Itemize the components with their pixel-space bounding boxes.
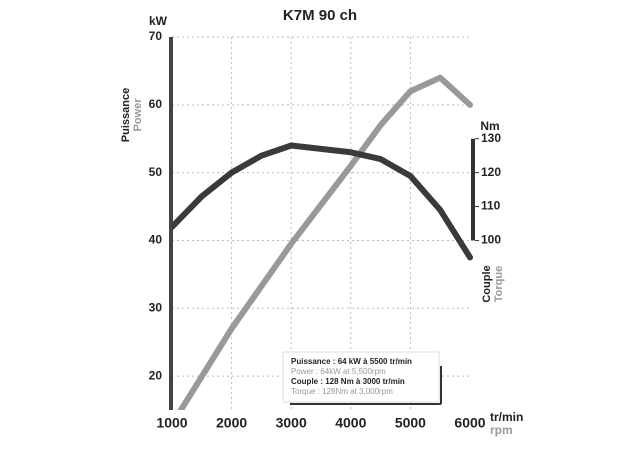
y-unit: kW	[149, 14, 168, 28]
x-tick-label: 5000	[395, 415, 426, 431]
annotation: Torque : 128Nm at 3,000rpm	[291, 387, 393, 396]
x-unit-en: rpm	[490, 423, 513, 437]
series-line	[177, 74, 473, 410]
x-unit: tr/min	[490, 410, 523, 424]
x-tick-label: 6000	[454, 415, 485, 431]
annotation-box	[282, 351, 440, 403]
y-label: Puissance	[120, 88, 132, 142]
y2-tick-label: 130	[481, 131, 501, 145]
y-tick-label: 40	[149, 233, 163, 247]
series-line	[172, 142, 473, 261]
y2-unit: Nm	[480, 119, 499, 133]
x-tick-label: 1000	[156, 415, 187, 431]
annotation: Power : 64kW at 5,500rpm	[291, 367, 386, 376]
y2-tick-label: 100	[481, 233, 501, 247]
y2-tick-label: 120	[481, 165, 501, 179]
y-tick-label: 60	[149, 97, 163, 111]
y-tick-label: 20	[149, 368, 163, 382]
chart-title: K7M 90 ch	[283, 7, 357, 24]
y-tick-label: 30	[149, 300, 163, 314]
annotation: Puissance : 64 kW à 5500 tr/min	[291, 357, 412, 366]
y2-label-en: Torque	[493, 266, 505, 302]
y-axis-bar	[169, 37, 173, 410]
y2-label: Couple	[481, 265, 493, 302]
y-label-en: Power	[132, 98, 144, 132]
y-tick-label: 50	[149, 165, 163, 179]
x-tick-label: 3000	[276, 415, 307, 431]
y2-axis-bar	[471, 138, 475, 241]
x-tick-label: 4000	[335, 415, 366, 431]
y2-tick-label: 110	[481, 199, 501, 213]
y-tick-label: 70	[149, 29, 163, 43]
x-tick-label: 2000	[216, 415, 247, 431]
annotation: Couple : 128 Nm à 3000 tr/min	[291, 377, 405, 386]
